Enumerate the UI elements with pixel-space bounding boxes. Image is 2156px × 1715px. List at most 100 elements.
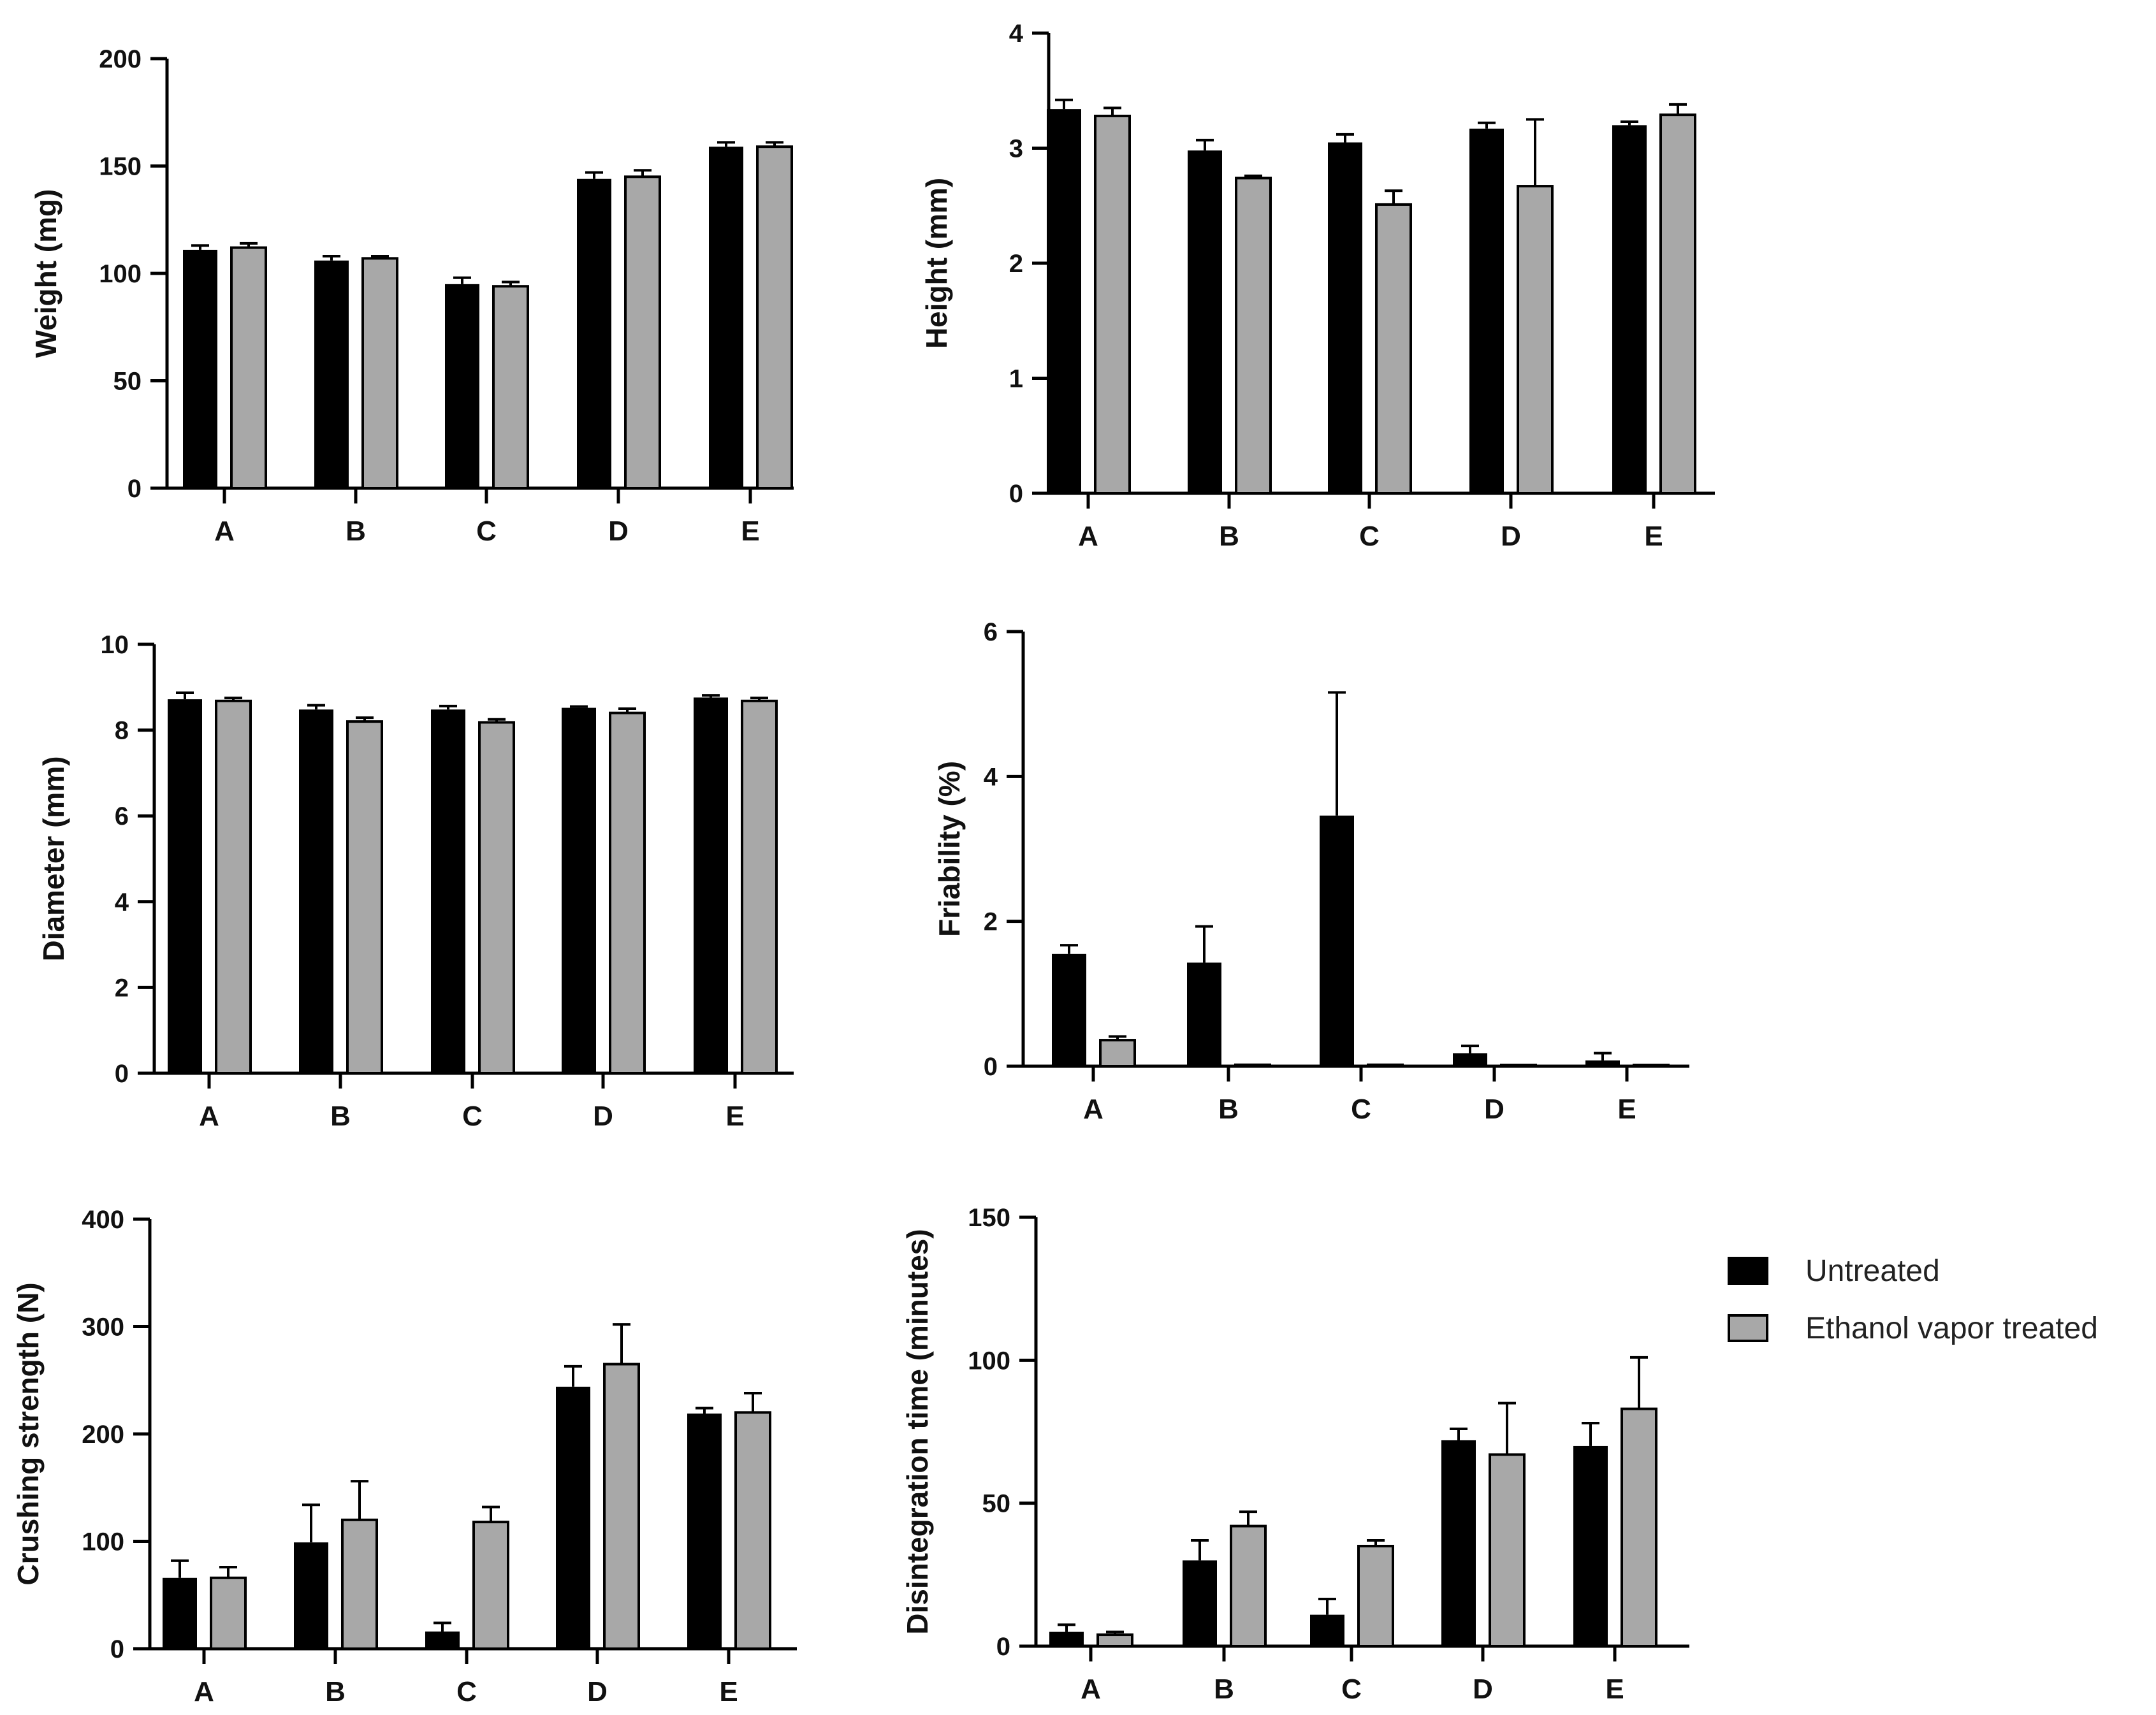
chart-height: 0 1 2 3 4 Height (mm) A B C D E xyxy=(920,20,1715,552)
disintegration-bar-treated-A xyxy=(1096,1633,1133,1647)
disintegration-bar-treated-B xyxy=(1230,1524,1267,1648)
diameter-bar-treated-C xyxy=(478,721,515,1075)
height-bar-untreated-C xyxy=(1328,142,1362,494)
disintegration-y-tick-label: 150 xyxy=(968,1204,1010,1232)
crushing-bar-untreated-D xyxy=(556,1386,590,1649)
crushing-category-label: E xyxy=(719,1676,738,1707)
weight-bar-treated-C xyxy=(492,285,529,489)
height-y-tick-label: 1 xyxy=(1009,365,1023,393)
friability-y-axis-title: Friability (%) xyxy=(933,761,966,937)
diameter-bar-untreated-E xyxy=(694,697,728,1073)
disintegration-bar-treated-D xyxy=(1489,1453,1526,1647)
weight-y-tick-label: 200 xyxy=(99,45,142,73)
friability-bar-untreated-E xyxy=(1585,1060,1620,1066)
friability-y-tick-label: 2 xyxy=(984,908,998,936)
height-category-label: B xyxy=(1219,521,1239,552)
chart-diameter: 0 2 4 6 8 10 Diameter (mm) A B C D E xyxy=(37,631,794,1132)
weight-category-label: C xyxy=(476,516,497,547)
friability-bar-treated-E xyxy=(1633,1064,1670,1067)
height-bar-untreated-A xyxy=(1047,109,1081,493)
height-bar-treated-D xyxy=(1517,185,1554,495)
weight-bar-treated-B xyxy=(361,257,398,489)
legend-swatch-untreated xyxy=(1728,1257,1768,1285)
diameter-category-label: A xyxy=(199,1101,219,1132)
friability-category-label: D xyxy=(1484,1094,1504,1125)
legend-item-untreated: Untreated xyxy=(1728,1246,2098,1296)
diameter-bar-untreated-A xyxy=(168,699,202,1073)
weight-bar-treated-E xyxy=(756,145,793,490)
disintegration-bar-untreated-A xyxy=(1049,1632,1084,1646)
chart-friability: 0 2 4 6 Friability (%) A B C D E xyxy=(933,618,1689,1125)
friability-bar-treated-D xyxy=(1500,1064,1537,1067)
diameter-category-label: E xyxy=(725,1101,744,1132)
weight-y-tick-label: 0 xyxy=(127,475,142,503)
crushing-category-label: D xyxy=(587,1676,608,1707)
disintegration-bar-treated-C xyxy=(1357,1544,1394,1647)
friability-bar-treated-A xyxy=(1099,1039,1136,1067)
friability-bar-treated-C xyxy=(1367,1063,1404,1068)
disintegration-bar-treated-E xyxy=(1621,1407,1657,1648)
friability-bar-treated-B xyxy=(1234,1063,1271,1068)
weight-category-label: D xyxy=(608,516,629,547)
disintegration-y-tick-label: 0 xyxy=(996,1633,1010,1661)
weight-bar-untreated-B xyxy=(314,260,349,488)
diameter-bar-untreated-C xyxy=(431,709,465,1073)
diameter-category-label: C xyxy=(462,1101,483,1132)
chart-disintegration: 0 50 100 150 Disintegration time (minutes) A B… xyxy=(901,1204,1689,1705)
disintegration-bar-untreated-D xyxy=(1441,1440,1476,1646)
crushing-category-label: A xyxy=(194,1676,214,1707)
weight-bar-untreated-A xyxy=(183,249,217,488)
diameter-y-tick-label: 4 xyxy=(115,888,129,916)
disintegration-category-label: A xyxy=(1081,1674,1101,1705)
weight-y-tick-label: 50 xyxy=(113,368,142,396)
crushing-bar-untreated-A xyxy=(163,1577,197,1649)
diameter-y-tick-label: 8 xyxy=(115,717,129,745)
friability-category-label: A xyxy=(1083,1094,1103,1125)
diameter-y-tick-label: 0 xyxy=(115,1060,129,1088)
diameter-bar-untreated-B xyxy=(299,709,333,1073)
crushing-y-tick-label: 400 xyxy=(82,1206,124,1234)
crushing-bar-untreated-B xyxy=(294,1542,328,1649)
diameter-bar-treated-E xyxy=(741,699,778,1075)
crushing-bar-treated-B xyxy=(341,1518,378,1651)
height-y-tick-label: 4 xyxy=(1009,20,1024,48)
disintegration-bar-untreated-E xyxy=(1573,1445,1608,1646)
diameter-category-label: D xyxy=(593,1101,613,1132)
height-y-tick-label: 0 xyxy=(1009,480,1023,508)
diameter-y-tick-label: 6 xyxy=(115,802,129,830)
disintegration-category-label: D xyxy=(1473,1674,1493,1705)
crushing-y-tick-label: 300 xyxy=(82,1313,124,1342)
chart-crushing: 0 100 200 300 400 Crushing strength (N) A B C D E xyxy=(11,1206,797,1707)
friability-category-label: B xyxy=(1218,1094,1239,1125)
height-category-label: E xyxy=(1644,521,1663,552)
weight-bar-untreated-C xyxy=(445,284,479,488)
diameter-y-tick-label: 2 xyxy=(115,974,129,1002)
friability-y-tick-label: 4 xyxy=(984,763,998,791)
diameter-y-tick-label: 10 xyxy=(101,631,129,659)
weight-category-label: A xyxy=(214,516,235,547)
friability-y-tick-label: 0 xyxy=(984,1053,998,1081)
friability-bar-untreated-B xyxy=(1187,962,1221,1066)
disintegration-y-tick-label: 50 xyxy=(982,1490,1011,1518)
disintegration-y-tick-label: 100 xyxy=(968,1347,1010,1375)
height-bar-treated-B xyxy=(1235,177,1272,495)
friability-bar-untreated-D xyxy=(1453,1053,1487,1066)
height-y-tick-label: 2 xyxy=(1009,250,1023,278)
crushing-bar-treated-C xyxy=(472,1521,509,1650)
height-bar-treated-E xyxy=(1659,113,1696,495)
legend-swatch-treated xyxy=(1728,1314,1768,1342)
legend-label-treated: Ethanol vapor treated xyxy=(1805,1311,2098,1345)
diameter-bar-untreated-D xyxy=(562,707,596,1073)
friability-bar-untreated-A xyxy=(1052,953,1086,1066)
disintegration-category-label: C xyxy=(1341,1674,1362,1705)
crushing-bar-untreated-E xyxy=(687,1413,722,1649)
crushing-category-label: B xyxy=(325,1676,346,1707)
disintegration-bar-untreated-B xyxy=(1183,1560,1217,1646)
weight-bar-untreated-E xyxy=(709,147,743,489)
weight-category-label: E xyxy=(741,516,759,547)
disintegration-y-axis-title: Disintegration time (minutes) xyxy=(901,1229,934,1634)
weight-bar-treated-A xyxy=(230,246,267,489)
chart-weight: 0 50 100 150 200 Weight (mg) A B C D E xyxy=(29,45,794,547)
height-category-label: D xyxy=(1501,521,1521,552)
